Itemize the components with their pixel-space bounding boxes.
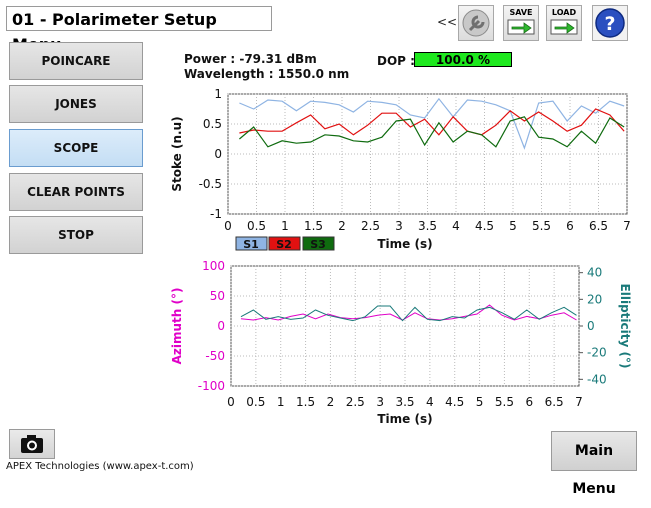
save-label: SAVE: [509, 8, 533, 17]
stokes-xtick-label: 5.5: [532, 219, 551, 233]
jones-button[interactable]: JONES: [9, 85, 143, 123]
legend-swatch-s1: [235, 236, 268, 251]
stokes-ytick-label: 0: [214, 147, 222, 161]
stokes-ytick-label: 0.5: [203, 117, 222, 131]
stokes-series-s1: [239, 97, 625, 150]
scope-button[interactable]: SCOPE: [9, 129, 143, 167]
save-arrow-icon: [507, 19, 535, 35]
stokes-xtick-label: 1: [281, 219, 289, 233]
stokes-ytick-label: -1: [210, 207, 222, 221]
stokes-xtick-label: 2: [338, 219, 346, 233]
stokes-xtick-label: 3.5: [418, 219, 437, 233]
stokes-xtick-label: 0: [224, 219, 232, 233]
stokes-xtick-label: 6: [566, 219, 574, 233]
screenshot-button[interactable]: [9, 429, 55, 459]
clear-points-button[interactable]: CLEAR POINTS: [9, 173, 143, 211]
dop-indicator: 100.0 %: [414, 52, 512, 67]
power-readout: Power : -79.31 dBm: [184, 52, 317, 66]
page-title: 01 - Polarimeter Setup Menu: [6, 6, 272, 54]
wrench-icon: [462, 9, 490, 37]
svg-text:?: ?: [604, 13, 615, 35]
legend-swatch-s2: [268, 236, 301, 251]
stokes-xlabel: Time (s): [377, 237, 432, 251]
save-button[interactable]: SAVE: [503, 5, 539, 41]
legend-label-s2: S2: [276, 238, 292, 251]
stop-button[interactable]: STOP: [9, 216, 143, 254]
stokes-chart: 0 0.5 1 1.5 2 2.5 3 3.5 4 4.5 5 5.5 6 6.5 7 1 0.5 0 -0.5 -1…: [170, 87, 631, 251]
wavelength-readout: Wavelength : 1550.0 nm: [184, 67, 350, 81]
legend-swatch-s3: [302, 236, 335, 251]
load-label: LOAD: [551, 8, 577, 17]
stokes-ytick-label: 1: [214, 87, 222, 101]
dop-label: DOP :: [377, 54, 415, 68]
stokes-ytick-label: -0.5: [199, 177, 222, 191]
load-button[interactable]: LOAD: [546, 5, 582, 41]
legend-label-s1: S1: [243, 238, 259, 251]
stokes-xtick-label: 3: [395, 219, 403, 233]
stokes-xtick-label: 2.5: [361, 219, 380, 233]
stokes-xtick-label: 0.5: [247, 219, 266, 233]
legend-label-s3: S3: [310, 238, 326, 251]
stokes-xtick-label: 4: [452, 219, 460, 233]
help-button[interactable]: ?: [592, 5, 628, 41]
stokes-xtick-label: 6.5: [589, 219, 608, 233]
stokes-xtick-label: 5: [509, 219, 517, 233]
main-menu-button[interactable]: Main Menu: [551, 431, 637, 497]
stokes-xtick-label: 1.5: [304, 219, 323, 233]
stokes-series-s3: [239, 116, 625, 148]
stokes-series-s2: [239, 108, 625, 136]
stokes-xtick-label: 4.5: [475, 219, 494, 233]
help-icon: ?: [595, 8, 625, 38]
copyright-text: APEX Technologies (www.apex-t.com): [6, 461, 194, 472]
stokes-ylabel: Stoke (n.u): [170, 116, 184, 191]
poincare-button[interactable]: POINCARE: [9, 42, 143, 80]
tools-button[interactable]: [458, 5, 494, 41]
collapse-toolbar-button[interactable]: <<: [437, 15, 458, 29]
camera-icon: [21, 435, 43, 453]
load-arrow-icon: [550, 19, 578, 35]
stokes-xtick-label: 7: [623, 219, 631, 233]
